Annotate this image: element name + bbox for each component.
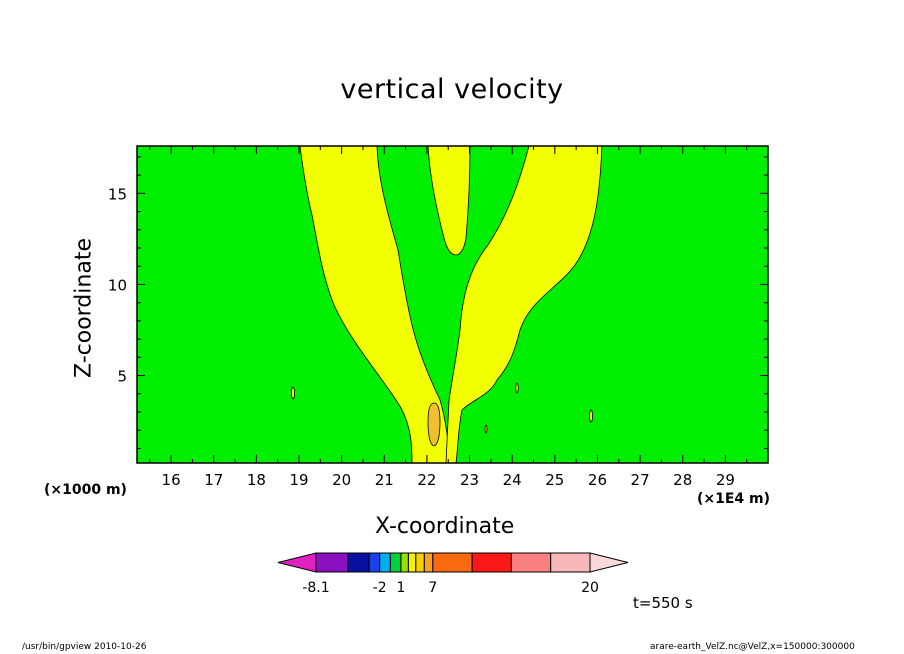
colorbar-segment xyxy=(315,552,349,573)
colorbar-segment xyxy=(423,552,434,573)
contour-small-1 xyxy=(291,386,295,400)
contour-small-2 xyxy=(515,382,519,394)
contour-small-3 xyxy=(589,409,593,423)
footer-left: /usr/bin/gpview 2010-10-26 xyxy=(22,642,147,652)
colorbar-arrow-low xyxy=(277,552,317,573)
colorbar-tick-label: -2 xyxy=(373,580,387,596)
colorbar-segment xyxy=(379,552,391,573)
colorbar-segment xyxy=(389,552,402,573)
contour-core xyxy=(427,402,441,447)
x-tick-label: 29 xyxy=(716,471,735,489)
x-tick-label: 25 xyxy=(545,471,564,489)
footer-right: arare-earth_VelZ.nc@VelZ,x=150000:300000 xyxy=(650,642,855,652)
y-tick-label: 15 xyxy=(108,185,127,203)
x-axis-ticks: 16 17 18 19 20 21 22 23 24 25 26 27 28 29 xyxy=(149,146,748,489)
colorbar-arrow-high xyxy=(589,552,629,573)
x-tick-label: 24 xyxy=(503,471,522,489)
contour-small-4 xyxy=(484,424,488,434)
colorbar-segment xyxy=(415,552,425,573)
colorbar-tick-label: 7 xyxy=(428,580,437,596)
x-tick-label: 23 xyxy=(460,471,479,489)
colorbar-segment xyxy=(550,552,591,573)
colorbar-segment xyxy=(407,552,417,573)
colorbar-segment xyxy=(432,552,473,573)
colorbar-segment xyxy=(368,552,381,573)
y-tick-label: 5 xyxy=(117,368,127,386)
x-tick-label: 21 xyxy=(375,471,394,489)
y-tick-label: 10 xyxy=(108,276,127,294)
contour-right-branch xyxy=(445,145,603,464)
contour-regions xyxy=(291,145,603,464)
x-tick-label: 17 xyxy=(204,471,223,489)
colorbar-tick-label: 1 xyxy=(397,580,406,596)
time-label: t=550 s xyxy=(633,594,693,612)
x-tick-label: 27 xyxy=(631,471,650,489)
y-axis-ticks: 5 10 15 xyxy=(108,156,768,449)
colorbar-segment xyxy=(510,552,552,573)
x-tick-label: 26 xyxy=(588,471,607,489)
x-tick-label: 16 xyxy=(162,471,181,489)
chart-title: vertical velocity xyxy=(340,74,564,105)
colorbar: -8.1 -2 1 7 20 xyxy=(277,552,629,596)
colorbar-segment xyxy=(400,552,409,573)
x-tick-label: 20 xyxy=(332,471,351,489)
colorbar-tick-label: 20 xyxy=(581,580,599,596)
colorbar-segment xyxy=(347,552,370,573)
x-axis-unit-right: (×1E4 m) xyxy=(697,491,771,507)
plot-frame xyxy=(136,145,769,464)
colorbar-tick-label: -8.1 xyxy=(302,580,329,596)
x-tick-label: 18 xyxy=(247,471,266,489)
x-axis-label: X-coordinate xyxy=(375,514,515,539)
colorbar-segment xyxy=(471,552,512,573)
x-tick-label: 22 xyxy=(417,471,436,489)
x-tick-label: 19 xyxy=(289,471,308,489)
x-axis-unit-left: (×1000 m) xyxy=(44,482,127,498)
contour-center-lobe xyxy=(427,145,471,256)
y-axis-label: Z-coordinate xyxy=(71,238,97,378)
x-tick-label: 28 xyxy=(673,471,692,489)
